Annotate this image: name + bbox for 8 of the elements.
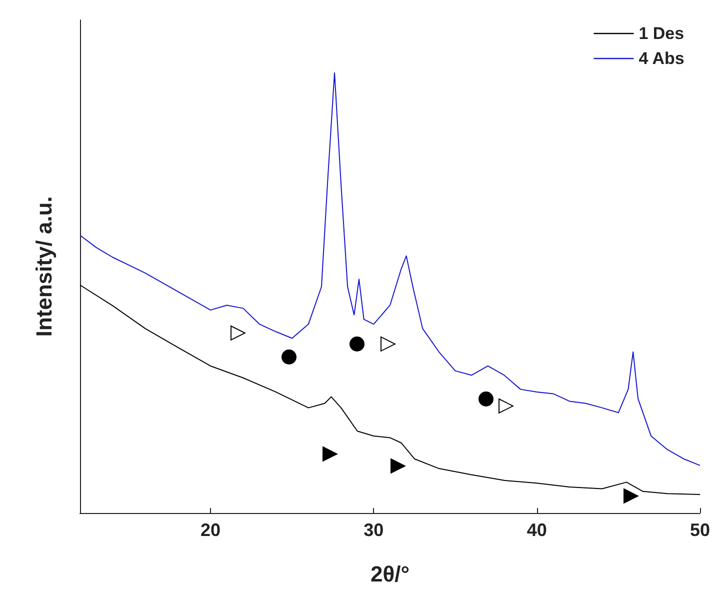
legend-label: 1 Des xyxy=(638,24,684,43)
x-tick-label: 30 xyxy=(364,520,384,540)
x-tick-label: 50 xyxy=(690,520,710,540)
x-axis-title: 2θ/° xyxy=(370,562,410,586)
x-tick-label: 20 xyxy=(200,520,221,540)
y-axis-title: Intensity/ a.u. xyxy=(32,196,56,337)
x-tick-label: 40 xyxy=(526,520,547,540)
legend-label: 4 Abs xyxy=(638,49,684,68)
